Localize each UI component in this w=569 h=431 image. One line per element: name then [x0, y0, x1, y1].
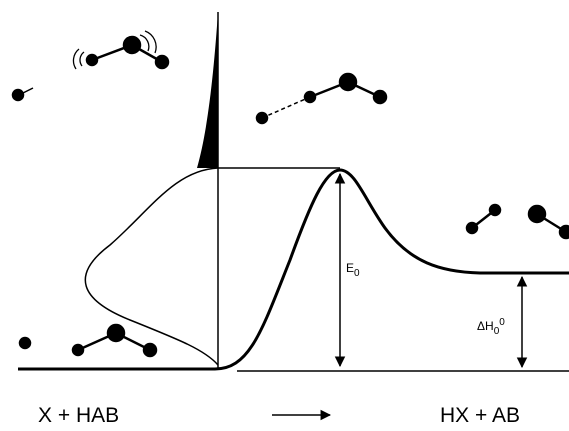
enthalpy-main: ΔH: [477, 319, 494, 333]
distribution-curve: [84, 167, 219, 366]
molecules: [11, 30, 569, 358]
enthalpy-sub: 0: [494, 326, 500, 337]
distribution-tail: [197, 12, 218, 168]
barrier-label: E0: [346, 261, 360, 279]
enthalpy-label: ΔH00: [477, 317, 505, 337]
barrier-main: E: [346, 261, 354, 275]
reactants-label: X + HAB: [38, 404, 119, 427]
enthalpy-sup: 0: [499, 317, 505, 328]
products-label: HX + AB: [440, 404, 520, 427]
potential-curve: [18, 168, 569, 371]
barrier-sub: 0: [354, 268, 360, 279]
